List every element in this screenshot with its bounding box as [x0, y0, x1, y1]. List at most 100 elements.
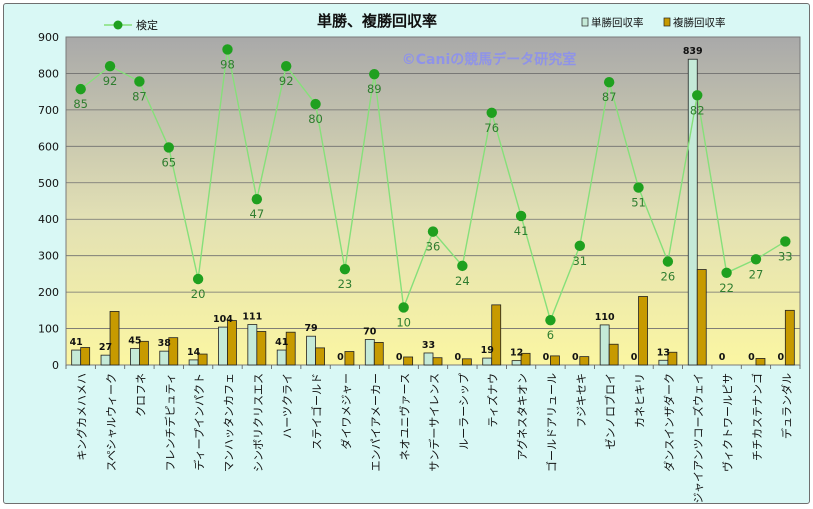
data-label-win: 839 [683, 46, 703, 57]
bar-place [80, 347, 91, 366]
bar-place [403, 356, 414, 366]
data-label-check: 23 [338, 277, 353, 291]
data-label-check: 47 [250, 207, 265, 221]
x-tick-label: ルーラーシップ [457, 373, 470, 450]
bar-win [658, 359, 669, 366]
x-tick-label: エンパイアメーカー [369, 373, 382, 471]
legend-line-marker [113, 20, 123, 30]
x-tick-label: フレンチデピュティ [163, 373, 177, 471]
data-label-win: 41 [275, 337, 288, 348]
data-label-win: 0 [337, 352, 344, 363]
bar-win [511, 360, 522, 366]
data-label-check: 26 [661, 269, 676, 283]
data-label-check: 85 [73, 97, 88, 111]
x-tick-label: ハーツクライ [281, 373, 294, 439]
bar-win [276, 349, 287, 366]
x-tick-label: ダイワメジャー [339, 373, 353, 449]
legend-swatch-place [663, 17, 671, 27]
bar-place [373, 342, 384, 366]
data-label-check: 87 [602, 90, 617, 104]
data-label-win: 13 [657, 347, 670, 358]
data-label-win: 0 [396, 352, 403, 363]
x-tick-label: サンデーサイレンス [427, 373, 441, 472]
check-marker [134, 76, 145, 87]
data-label-check: 92 [279, 74, 294, 88]
bar-place [256, 331, 267, 366]
bar-place [197, 353, 208, 366]
check-marker [339, 263, 351, 275]
bar-place [755, 358, 766, 366]
chart-title: 単勝、複勝回収率 [317, 12, 437, 30]
grid [65, 73, 801, 369]
y-tick-label: 100 [38, 323, 59, 336]
chart-container: 0 100 200 300 400 500 600 700 800 900 41 27 45 38 14 1… [3, 3, 810, 504]
x-tick-label: マンハッタンカフェ [222, 373, 235, 472]
bar-place [638, 296, 648, 366]
bar-place [550, 355, 560, 366]
check-marker [192, 273, 204, 285]
x-tick-label: キングカメハメハ [75, 373, 89, 461]
bar-place [491, 304, 502, 366]
data-label-check: 87 [132, 89, 147, 103]
bar-place [432, 357, 443, 366]
data-label-check: 31 [572, 254, 587, 268]
legend-swatch-win [581, 17, 589, 27]
data-label-check: 89 [367, 82, 382, 96]
data-label-win: 27 [99, 342, 112, 353]
x-tick-label: ティズナウ [486, 373, 500, 427]
check-marker [281, 60, 292, 72]
data-label-win: 79 [304, 323, 317, 334]
bar-win [130, 348, 140, 366]
x-tick-label: カネヒキリ [634, 373, 647, 428]
data-label-win: 111 [242, 312, 262, 323]
data-label-check: 36 [426, 240, 441, 254]
bar-win [423, 352, 434, 366]
x-tick-label: クロフネ [134, 373, 147, 417]
bar-place [168, 337, 179, 366]
bars: 41 27 45 38 14 104 111 41 79 0 70 0 33 0 19 12 0 0 110 0 13 8… [70, 46, 795, 366]
bar-win [159, 350, 170, 366]
check-marker [662, 256, 674, 267]
check-marker [574, 240, 585, 252]
bar-place [520, 352, 531, 366]
y-tick-label: 500 [38, 177, 59, 190]
y-tick-label: 800 [38, 67, 59, 80]
y-tick-label: 900 [38, 31, 59, 44]
x-tick-label: ゴールドアリュール [544, 373, 558, 472]
y-tick-label: 400 [38, 213, 59, 226]
check-marker [310, 98, 321, 110]
bar-win [364, 339, 375, 366]
bar-win [482, 357, 493, 366]
check-marker [398, 302, 409, 313]
bar-place [461, 358, 472, 366]
y-tick-label: 600 [38, 140, 59, 153]
x-axis: キングカメハメハ スペシャルウィーク クロフネ フレンチデピュティ ディープインパクト マ… [75, 373, 794, 503]
x-tick-label: ネオユニヴァース [398, 373, 412, 460]
legend-label-check: 検定 [136, 18, 158, 32]
data-label-win: 38 [158, 338, 172, 349]
data-label-check: 20 [191, 287, 206, 301]
bar-win [687, 58, 698, 366]
y-axis: 0 100 200 300 400 500 600 700 800 900 [38, 31, 59, 372]
bar-place [696, 269, 707, 366]
data-label-check: 27 [749, 267, 764, 281]
bar-win [71, 349, 82, 366]
data-label-win: 0 [631, 352, 638, 363]
bar-place [344, 351, 355, 366]
y-tick-label: 0 [52, 359, 59, 372]
bar-win [218, 326, 228, 366]
check-marker [603, 76, 615, 88]
data-label-win: 33 [422, 340, 435, 351]
bar-win [247, 324, 258, 366]
check-marker [545, 314, 556, 326]
data-label-win: 41 [70, 337, 83, 348]
data-label-check: 98 [220, 57, 235, 71]
check-marker [750, 254, 762, 265]
data-label-check: 24 [455, 274, 470, 288]
bar-place [784, 309, 795, 366]
check-marker [75, 83, 86, 95]
legend-label-win: 単勝回収率 [591, 16, 644, 29]
check-marker [721, 267, 732, 278]
check-marker [222, 44, 233, 55]
